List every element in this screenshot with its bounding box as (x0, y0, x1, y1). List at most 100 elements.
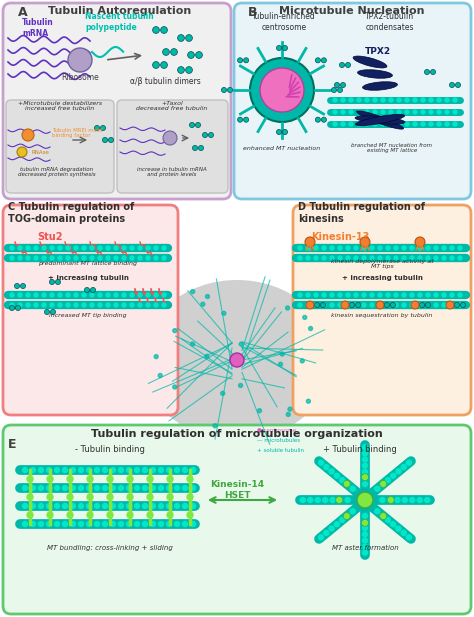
Circle shape (298, 256, 302, 260)
Circle shape (71, 468, 75, 473)
Circle shape (67, 494, 73, 500)
Circle shape (49, 280, 55, 284)
Circle shape (322, 303, 326, 307)
Circle shape (94, 468, 100, 473)
Circle shape (341, 122, 345, 126)
Text: Tubulin MREI motif
binding factor: Tubulin MREI motif binding factor (52, 128, 103, 138)
Circle shape (173, 329, 177, 333)
Circle shape (458, 303, 462, 307)
Circle shape (18, 256, 22, 260)
Circle shape (154, 293, 158, 297)
Circle shape (413, 110, 417, 114)
Circle shape (314, 246, 318, 250)
Circle shape (346, 62, 351, 67)
Circle shape (10, 246, 14, 250)
Text: Tubulin Autoregulation: Tubulin Autoregulation (48, 6, 191, 16)
Circle shape (322, 293, 326, 297)
Circle shape (114, 303, 118, 307)
Circle shape (63, 521, 67, 526)
Text: branched MT nucleation from
existing MT lattice: branched MT nucleation from existing MT … (352, 143, 432, 154)
Circle shape (315, 58, 320, 63)
Text: increase in tubulin mRNA
and protein levels: increase in tubulin mRNA and protein lev… (137, 167, 207, 178)
Circle shape (158, 486, 164, 491)
Circle shape (434, 293, 438, 297)
Circle shape (173, 385, 177, 389)
Circle shape (143, 521, 147, 526)
Text: + Tubulin binding: + Tubulin binding (323, 445, 397, 455)
Circle shape (30, 521, 36, 526)
Circle shape (394, 256, 398, 260)
Circle shape (418, 303, 422, 307)
Circle shape (434, 256, 438, 260)
Circle shape (63, 503, 67, 508)
Circle shape (354, 303, 358, 307)
Circle shape (244, 58, 249, 63)
Circle shape (122, 256, 126, 260)
Circle shape (18, 246, 22, 250)
Circle shape (151, 486, 155, 491)
Text: Kinesin-14
HSET: Kinesin-14 HSET (210, 480, 264, 500)
Circle shape (341, 110, 345, 114)
Circle shape (42, 293, 46, 297)
Circle shape (283, 46, 288, 51)
Circle shape (110, 521, 116, 526)
Circle shape (315, 497, 320, 502)
Circle shape (306, 293, 310, 297)
Circle shape (102, 468, 108, 473)
Circle shape (94, 486, 100, 491)
Circle shape (67, 512, 73, 518)
Circle shape (191, 342, 195, 346)
Circle shape (27, 494, 33, 500)
Circle shape (221, 391, 225, 395)
Circle shape (319, 535, 324, 540)
Circle shape (396, 526, 401, 531)
Circle shape (418, 293, 422, 297)
Circle shape (363, 482, 367, 487)
Circle shape (321, 58, 327, 63)
Circle shape (26, 293, 30, 297)
Circle shape (288, 407, 292, 411)
Circle shape (66, 246, 70, 250)
Circle shape (106, 293, 110, 297)
Circle shape (306, 399, 310, 404)
Circle shape (237, 117, 243, 122)
Circle shape (87, 476, 93, 482)
Circle shape (146, 246, 150, 250)
Circle shape (130, 256, 134, 260)
Circle shape (434, 303, 438, 307)
Text: Ribosome: Ribosome (61, 73, 99, 83)
Circle shape (55, 280, 61, 284)
Circle shape (363, 451, 367, 456)
Circle shape (334, 473, 339, 478)
Circle shape (298, 246, 302, 250)
Circle shape (27, 476, 33, 482)
Circle shape (166, 503, 172, 508)
Circle shape (71, 521, 75, 526)
Circle shape (82, 293, 86, 297)
Circle shape (42, 256, 46, 260)
Text: + increasing tubulin: + increasing tubulin (47, 275, 128, 281)
Circle shape (22, 468, 27, 473)
Circle shape (402, 256, 406, 260)
Circle shape (387, 497, 392, 502)
Circle shape (100, 125, 106, 131)
Circle shape (67, 476, 73, 482)
Circle shape (453, 110, 457, 114)
Circle shape (402, 246, 406, 250)
Circle shape (174, 521, 180, 526)
Circle shape (401, 465, 406, 470)
Circle shape (365, 98, 369, 102)
Circle shape (46, 503, 52, 508)
Circle shape (405, 110, 409, 114)
Circle shape (380, 497, 385, 502)
Circle shape (437, 110, 441, 114)
Circle shape (26, 246, 30, 250)
Circle shape (424, 70, 429, 75)
Circle shape (98, 303, 102, 307)
Circle shape (82, 303, 86, 307)
Circle shape (330, 246, 334, 250)
Circle shape (363, 538, 367, 543)
Circle shape (363, 550, 367, 555)
Circle shape (396, 469, 401, 474)
Circle shape (354, 256, 358, 260)
